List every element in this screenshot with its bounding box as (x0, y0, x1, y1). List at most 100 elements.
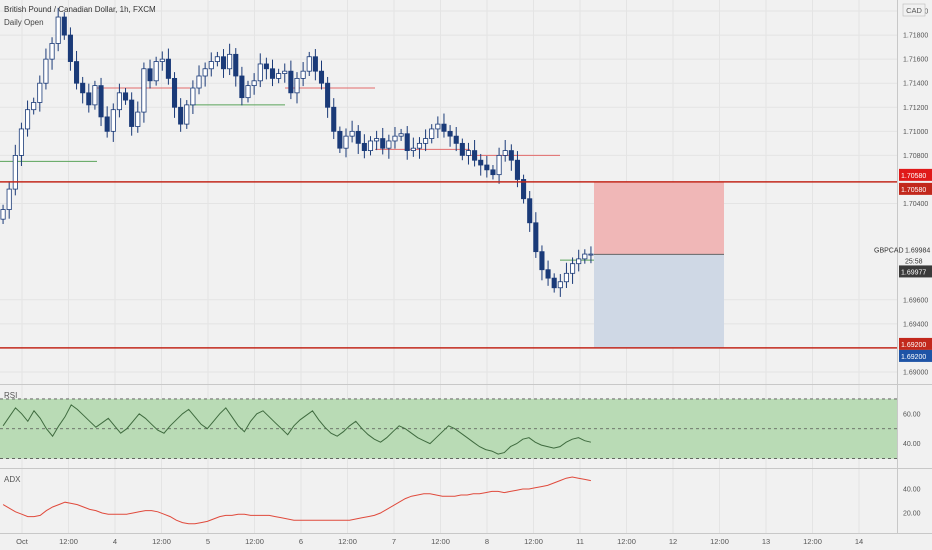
candle-body (416, 142, 423, 149)
candle-body (55, 16, 61, 44)
candle-body (557, 281, 563, 289)
price-label: GBPCAD (874, 247, 904, 254)
candle-body (257, 63, 263, 82)
x-tick-label: 12:00 (431, 537, 450, 546)
candlestick-series (0, 7, 594, 297)
x-tick-label: 5 (206, 537, 210, 546)
candle-body (276, 73, 282, 79)
currency-badge-box[interactable] (902, 3, 926, 17)
candle-body (269, 68, 276, 79)
candle-body (239, 75, 245, 99)
candle-body (465, 150, 472, 156)
price-tick-label: 1.71000 (903, 129, 928, 136)
candle-body (472, 150, 478, 161)
time-axis[interactable]: Oct 12:00 4 12:00 5 12:00 6 12:00 7 12:00 8 12:00 11… (16, 537, 863, 546)
horizontal-levels[interactable] (0, 181, 897, 349)
price-label: 1.69200 (901, 342, 926, 349)
candle-body (49, 43, 55, 60)
candle-body (459, 142, 465, 156)
stop-loss-zone[interactable] (594, 181, 724, 255)
candle-body (104, 116, 110, 132)
candle-body (527, 198, 533, 224)
candle-body (367, 140, 374, 151)
candle-body (429, 128, 435, 139)
candle-body (0, 209, 6, 220)
candle-body (159, 58, 165, 62)
price-label: 1.70580 (901, 173, 926, 180)
price-axis-labels: 1.70580 1.70580 GBPCAD 1.69984 25:58 1.69977 1… (874, 168, 932, 362)
price-label-box (899, 182, 932, 195)
candle-body (576, 258, 582, 265)
candle-body (202, 68, 208, 77)
candle-body (37, 82, 43, 103)
rsi-tick-label: 40.00 (903, 441, 921, 448)
x-tick-label: 11 (576, 537, 584, 546)
price-tick-label: 1.71200 (903, 105, 928, 112)
rsi-tick-label: 60.00 (903, 411, 921, 418)
adx-line (2, 476, 591, 525)
candle-body (184, 104, 190, 125)
candle-body (545, 269, 551, 279)
x-tick-label: 8 (485, 537, 489, 546)
price-label: 1.69977 (901, 269, 926, 276)
x-tick-label: 13 (762, 537, 770, 546)
price-label: 25:58 (905, 258, 923, 265)
candle-body (214, 56, 220, 62)
candle-body (496, 155, 502, 176)
price-tick-label: 1.71600 (903, 57, 928, 64)
adx-axis: 40.00 20.00 (903, 487, 921, 518)
candle-body (349, 130, 355, 137)
candle-body (122, 92, 129, 101)
candle-body (153, 61, 159, 82)
x-tick-label: 7 (392, 537, 396, 546)
adx-label[interactable]: ADX (4, 475, 21, 484)
price-tick-label: 1.69600 (903, 297, 928, 304)
candle-body (74, 61, 80, 84)
candle-body (435, 123, 441, 130)
candle-body (447, 130, 453, 137)
candle-body (453, 135, 459, 144)
candle-body (233, 53, 239, 77)
candle-body (380, 138, 386, 149)
x-tick-label: 12:00 (245, 537, 264, 546)
candle-body (245, 85, 251, 99)
adx-panel-bg (0, 469, 897, 533)
candle-body (386, 140, 392, 149)
candle-body (178, 106, 184, 125)
candle-body (484, 164, 490, 171)
candle-body (588, 253, 594, 256)
candle-body (251, 80, 257, 87)
price-label: 1.69984 (905, 247, 930, 254)
candle-body (6, 188, 12, 210)
take-profit-zone[interactable] (594, 254, 724, 348)
candle-body (92, 85, 98, 106)
candle-body (98, 85, 104, 118)
candle-body (165, 58, 171, 79)
rsi-label[interactable]: RSI (4, 391, 17, 400)
currency-badge[interactable]: CAD (906, 6, 922, 15)
x-tick-label: Oct (16, 537, 29, 546)
candle-body (220, 56, 227, 70)
candle-body (392, 135, 398, 142)
candle-body (539, 251, 545, 271)
candle-body (343, 135, 349, 149)
candle-body (18, 128, 24, 156)
candle-body (12, 155, 18, 190)
indicator-legend[interactable]: Daily Open (4, 18, 44, 27)
candle-body (282, 70, 288, 74)
candle-body (67, 34, 73, 62)
x-tick-label: 12:00 (338, 537, 357, 546)
x-tick-label: 12:00 (710, 537, 729, 546)
candle-body (570, 263, 576, 274)
candle-body (312, 56, 318, 72)
candle-body (318, 70, 325, 84)
price-label-box (899, 349, 932, 362)
candle-body (208, 61, 214, 70)
candle-body (404, 133, 410, 151)
candle-body (361, 142, 367, 151)
candle-body (423, 138, 429, 144)
candle-body (478, 159, 484, 166)
candle-body (25, 109, 31, 130)
adx-tick-label: 40.00 (903, 487, 921, 494)
